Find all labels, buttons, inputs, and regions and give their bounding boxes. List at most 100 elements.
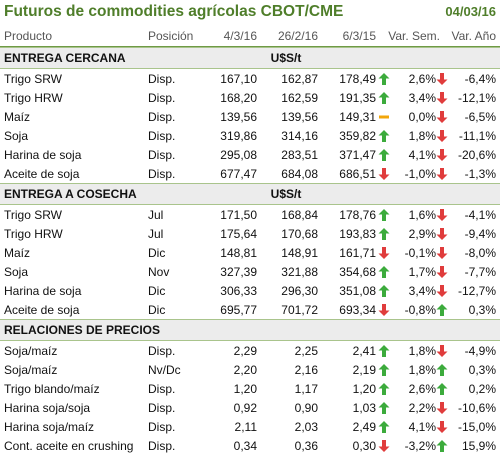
var-week: 1,6% bbox=[408, 208, 436, 222]
position: Jul bbox=[148, 208, 164, 222]
flat-dash-icon bbox=[378, 110, 390, 124]
var-year: -9,4% bbox=[464, 227, 496, 241]
price-date-1: 306,33 bbox=[220, 284, 257, 298]
price-date-3: 371,47 bbox=[339, 148, 376, 162]
arrow-up-icon bbox=[378, 227, 390, 241]
col-header-date-2: 26/2/16 bbox=[277, 29, 318, 43]
var-week: 2,6% bbox=[408, 72, 436, 86]
var-year: -11,1% bbox=[458, 129, 496, 143]
arrow-down-icon bbox=[436, 265, 448, 279]
price-date-3: 149,31 bbox=[339, 110, 376, 124]
var-week: -0,1% bbox=[404, 246, 436, 260]
position: Dic bbox=[148, 284, 166, 298]
position: Disp. bbox=[148, 167, 176, 181]
arrow-down-icon bbox=[436, 129, 448, 143]
price-date-3: 354,68 bbox=[339, 265, 376, 279]
price-date-1: 1,20 bbox=[233, 382, 257, 396]
arrow-up-icon bbox=[436, 363, 448, 377]
arrow-up-icon bbox=[378, 420, 390, 434]
price-date-2: 321,88 bbox=[281, 265, 318, 279]
table-row: Trigo SRW Jul 171,50 168,84 178,76 1,6% -4,1% bbox=[0, 205, 500, 224]
product-name: Harina soja/soja bbox=[4, 401, 91, 415]
price-date-1: 0,92 bbox=[233, 401, 257, 415]
var-week: 3,4% bbox=[408, 91, 436, 105]
arrow-up-icon bbox=[378, 72, 390, 86]
table-row: Aceite de soja Disp. 677,47 684,08 686,51 -1,… bbox=[0, 164, 500, 183]
table-row: Soja Nov 327,39 321,88 354,68 1,7% -7,7% bbox=[0, 262, 500, 281]
arrow-up-icon bbox=[378, 401, 390, 415]
price-date-3: 351,08 bbox=[339, 284, 376, 298]
price-date-3: 0,30 bbox=[352, 439, 376, 453]
arrow-up-icon bbox=[378, 363, 390, 377]
arrow-down-icon bbox=[436, 167, 448, 181]
col-header-date-1: 4/3/16 bbox=[223, 29, 257, 43]
price-date-2: 170,68 bbox=[281, 227, 318, 241]
arrow-up-icon bbox=[378, 265, 390, 279]
var-year: 0,3% bbox=[468, 303, 496, 317]
var-year: -10,6% bbox=[457, 401, 496, 415]
arrow-up-icon bbox=[378, 91, 390, 105]
price-date-1: 148,81 bbox=[220, 246, 257, 260]
price-date-2: 1,17 bbox=[294, 382, 318, 396]
product-name: Harina soja/maíz bbox=[4, 420, 95, 434]
table-row: Trigo HRW Disp. 168,20 162,59 191,35 3,4% -12,… bbox=[0, 88, 500, 107]
table-row: Harina de soja Disp. 295,08 283,51 371,47 4,1… bbox=[0, 145, 500, 164]
price-date-3: 2,49 bbox=[352, 420, 376, 434]
price-date-3: 1,03 bbox=[352, 401, 376, 415]
price-date-1: 139,56 bbox=[220, 110, 257, 124]
var-year: -8,0% bbox=[464, 246, 496, 260]
price-date-1: 2,29 bbox=[233, 344, 257, 358]
section-title: ENTREGA A COSECHA bbox=[4, 187, 137, 201]
product-name: Maíz bbox=[4, 110, 31, 124]
product-name: Trigo SRW bbox=[4, 208, 63, 222]
table-row: Maíz Disp. 139,56 139,56 149,31 0,0% -6,5% bbox=[0, 107, 500, 126]
arrow-down-icon bbox=[436, 284, 448, 298]
arrow-down-icon bbox=[436, 110, 448, 124]
arrow-down-icon bbox=[436, 344, 448, 358]
price-date-2: 0,36 bbox=[294, 439, 318, 453]
arrow-down-icon bbox=[436, 208, 448, 222]
price-date-2: 314,16 bbox=[281, 129, 318, 143]
position: Jul bbox=[148, 227, 164, 241]
price-date-3: 2,19 bbox=[352, 363, 376, 377]
col-header-product: Producto bbox=[4, 29, 53, 43]
position: Disp. bbox=[148, 110, 176, 124]
section-header: ENTREGA CERCANA U$S/t bbox=[0, 47, 500, 69]
arrow-down-icon bbox=[378, 246, 390, 260]
price-date-3: 178,76 bbox=[339, 208, 376, 222]
table-row: Harina soja/soja Disp. 0,92 0,90 1,03 2,2% -10… bbox=[0, 398, 500, 417]
var-week: 2,6% bbox=[408, 382, 436, 396]
price-date-2: 2,25 bbox=[294, 344, 318, 358]
price-date-1: 167,10 bbox=[220, 72, 257, 86]
var-week: 3,4% bbox=[408, 284, 436, 298]
product-name: Soja/maíz bbox=[4, 363, 58, 377]
col-header-date-3: 6/3/15 bbox=[342, 29, 376, 43]
table-row: Trigo SRW Disp. 167,10 162,87 178,49 2,6% -6,4… bbox=[0, 69, 500, 88]
table-row: Trigo blando/maíz Disp. 1,20 1,17 1,20 2,6% 0,… bbox=[0, 379, 500, 398]
table-row: Cont. aceite en crushing Disp. 0,34 0,36 0,3… bbox=[0, 436, 500, 455]
var-year: -6,5% bbox=[464, 110, 496, 124]
page-title: Futuros de commodities agrícolas CBOT/CM… bbox=[4, 3, 344, 20]
price-date-2: 162,87 bbox=[281, 72, 318, 86]
price-date-1: 327,39 bbox=[220, 265, 257, 279]
price-date-1: 171,50 bbox=[220, 208, 257, 222]
price-date-1: 168,20 bbox=[220, 91, 257, 105]
table-row: Soja/maíz Disp. 2,29 2,25 2,41 1,8% -4,9% bbox=[0, 341, 500, 360]
arrow-up-icon bbox=[436, 303, 448, 317]
position: Disp. bbox=[148, 148, 176, 162]
price-date-2: 148,91 bbox=[281, 246, 318, 260]
product-name: Soja bbox=[4, 265, 29, 279]
product-name: Aceite de soja bbox=[4, 303, 80, 317]
arrow-up-icon bbox=[378, 129, 390, 143]
position: Nv/Dc bbox=[148, 363, 181, 377]
var-week: 4,1% bbox=[408, 420, 436, 434]
price-date-2: 139,56 bbox=[281, 110, 318, 124]
position: Disp. bbox=[148, 129, 176, 143]
table-row: Aceite de soja Dic 695,77 701,72 693,34 -0,8%… bbox=[0, 300, 500, 319]
section-unit: U$S/t bbox=[270, 187, 302, 201]
price-date-1: 695,77 bbox=[220, 303, 257, 317]
price-date-2: 168,84 bbox=[281, 208, 318, 222]
arrow-up-icon bbox=[378, 382, 390, 396]
col-header-position: Posición bbox=[148, 29, 194, 43]
price-date-3: 686,51 bbox=[339, 167, 376, 181]
